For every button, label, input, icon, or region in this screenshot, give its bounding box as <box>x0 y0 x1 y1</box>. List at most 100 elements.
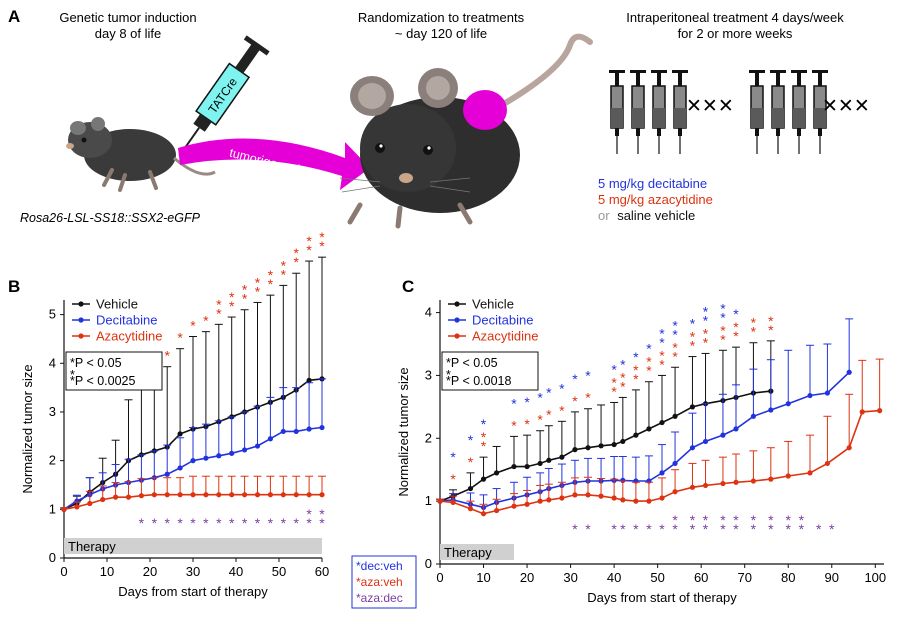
significance-star: * <box>229 298 235 314</box>
data-point <box>620 497 626 503</box>
legend-swatch-dot <box>454 301 460 307</box>
y-tick-label: 0 <box>49 550 56 565</box>
data-point <box>254 492 261 498</box>
aza-dec-star: * <box>306 506 312 522</box>
significance-star: * <box>481 429 487 445</box>
significance-star: * <box>720 300 726 316</box>
significance-star: * <box>281 257 287 273</box>
significance-star: * <box>468 432 474 448</box>
aza-dec-star: * <box>646 521 652 537</box>
pvalue-double: *P < 0.0025 <box>70 374 136 388</box>
data-point <box>611 441 617 448</box>
significance-star: * <box>306 242 312 258</box>
aza-dec-star: * <box>572 521 578 537</box>
data-point <box>689 484 696 490</box>
significance-star: * <box>216 305 222 321</box>
significance-star: * <box>242 282 248 298</box>
step3-subtitle: for 2 or more weeks <box>678 26 793 41</box>
significance-star: * <box>633 349 639 365</box>
data-point <box>768 476 774 482</box>
aza-dec-star: * <box>319 515 325 531</box>
legend-aza-dec: *aza:dec <box>356 591 403 605</box>
y-tick-label: 4 <box>49 355 56 370</box>
series-vehicle <box>436 340 775 504</box>
data-point <box>151 492 157 498</box>
aza-dec-star: * <box>720 512 726 528</box>
significance-star: * <box>319 229 325 245</box>
aza-dec-star: * <box>690 521 696 537</box>
data-point <box>216 453 222 459</box>
data-point <box>267 436 273 442</box>
data-point <box>319 492 325 498</box>
x-tick-label: 10 <box>100 564 114 579</box>
syringe-icon <box>770 70 786 154</box>
y-tick-label: 1 <box>49 501 56 516</box>
significance-legend-box <box>351 555 417 609</box>
significance-star: * <box>511 417 517 433</box>
significance-star: * <box>646 354 652 370</box>
legend-swatch-dot <box>454 333 460 339</box>
significance-star: * <box>611 361 617 377</box>
data-point <box>807 470 813 476</box>
significance-star: * <box>319 238 325 254</box>
data-point <box>824 390 831 396</box>
syringe-icon <box>672 70 688 154</box>
panel-a-letter: A <box>8 7 20 26</box>
aza-dec-star: * <box>751 521 757 537</box>
aza-dec-star: * <box>229 515 235 531</box>
data-point <box>216 492 222 498</box>
data-point <box>524 463 530 470</box>
significance-star: * <box>646 341 652 357</box>
aza-dec-star: * <box>242 515 248 531</box>
pvalue-box <box>65 351 163 391</box>
significance-star: * <box>690 338 696 354</box>
data-point <box>61 506 67 512</box>
significance-star: * <box>672 348 678 364</box>
syringe-icon <box>749 70 765 154</box>
significance-star: * <box>537 412 543 428</box>
x-tick-label: 50 <box>650 570 664 585</box>
pvalue-single: *P < 0.05 <box>70 356 122 370</box>
significance-star: * <box>572 371 578 387</box>
aza-dec-star: * <box>703 512 709 528</box>
step2-title: Randomization to treatments <box>358 10 525 25</box>
significance-star: * <box>733 319 739 335</box>
significance-star: * <box>620 369 626 385</box>
data-point <box>306 377 312 383</box>
aza-dec-star: * <box>786 521 792 537</box>
data-point <box>113 494 119 500</box>
x-tick-label: 40 <box>607 570 621 585</box>
legend-label: Decitabine <box>472 313 533 328</box>
data-point <box>450 499 456 505</box>
treatment-vehicle-prefix: or <box>598 208 610 223</box>
x-tick-label: 0 <box>436 570 443 585</box>
significance-star: * <box>511 395 517 411</box>
significance-star: * <box>268 267 274 283</box>
aza-dec-star: * <box>733 512 739 528</box>
significance-star: * <box>611 374 617 390</box>
legend-label: Azacytidine <box>96 329 162 344</box>
data-point <box>720 432 726 438</box>
data-point <box>633 498 639 504</box>
therapy-label: Therapy <box>68 539 116 554</box>
significance-star: * <box>450 449 456 465</box>
significance-star: * <box>572 393 578 409</box>
data-point <box>254 443 261 449</box>
significance-star: * <box>751 315 757 331</box>
significance-star: * <box>659 347 665 363</box>
significance-star: * <box>524 416 530 432</box>
pvalue-double-star: * <box>70 368 75 382</box>
significance-star: * <box>768 322 774 338</box>
tumor-mass <box>463 90 507 130</box>
aza-dec-star: * <box>672 512 678 528</box>
aza-dec-star: * <box>768 521 774 537</box>
data-point <box>306 492 312 498</box>
syringe-icon <box>651 70 667 154</box>
data-point <box>177 431 183 437</box>
x-tick-label: 30 <box>563 570 577 585</box>
legend-aza-veh: *aza:veh <box>356 575 403 589</box>
data-point <box>672 460 678 467</box>
treatment-azacytidine: 5 mg/kg azacytidine <box>598 192 713 207</box>
y-tick-label: 5 <box>49 307 56 322</box>
aza-dec-star: * <box>672 521 678 537</box>
